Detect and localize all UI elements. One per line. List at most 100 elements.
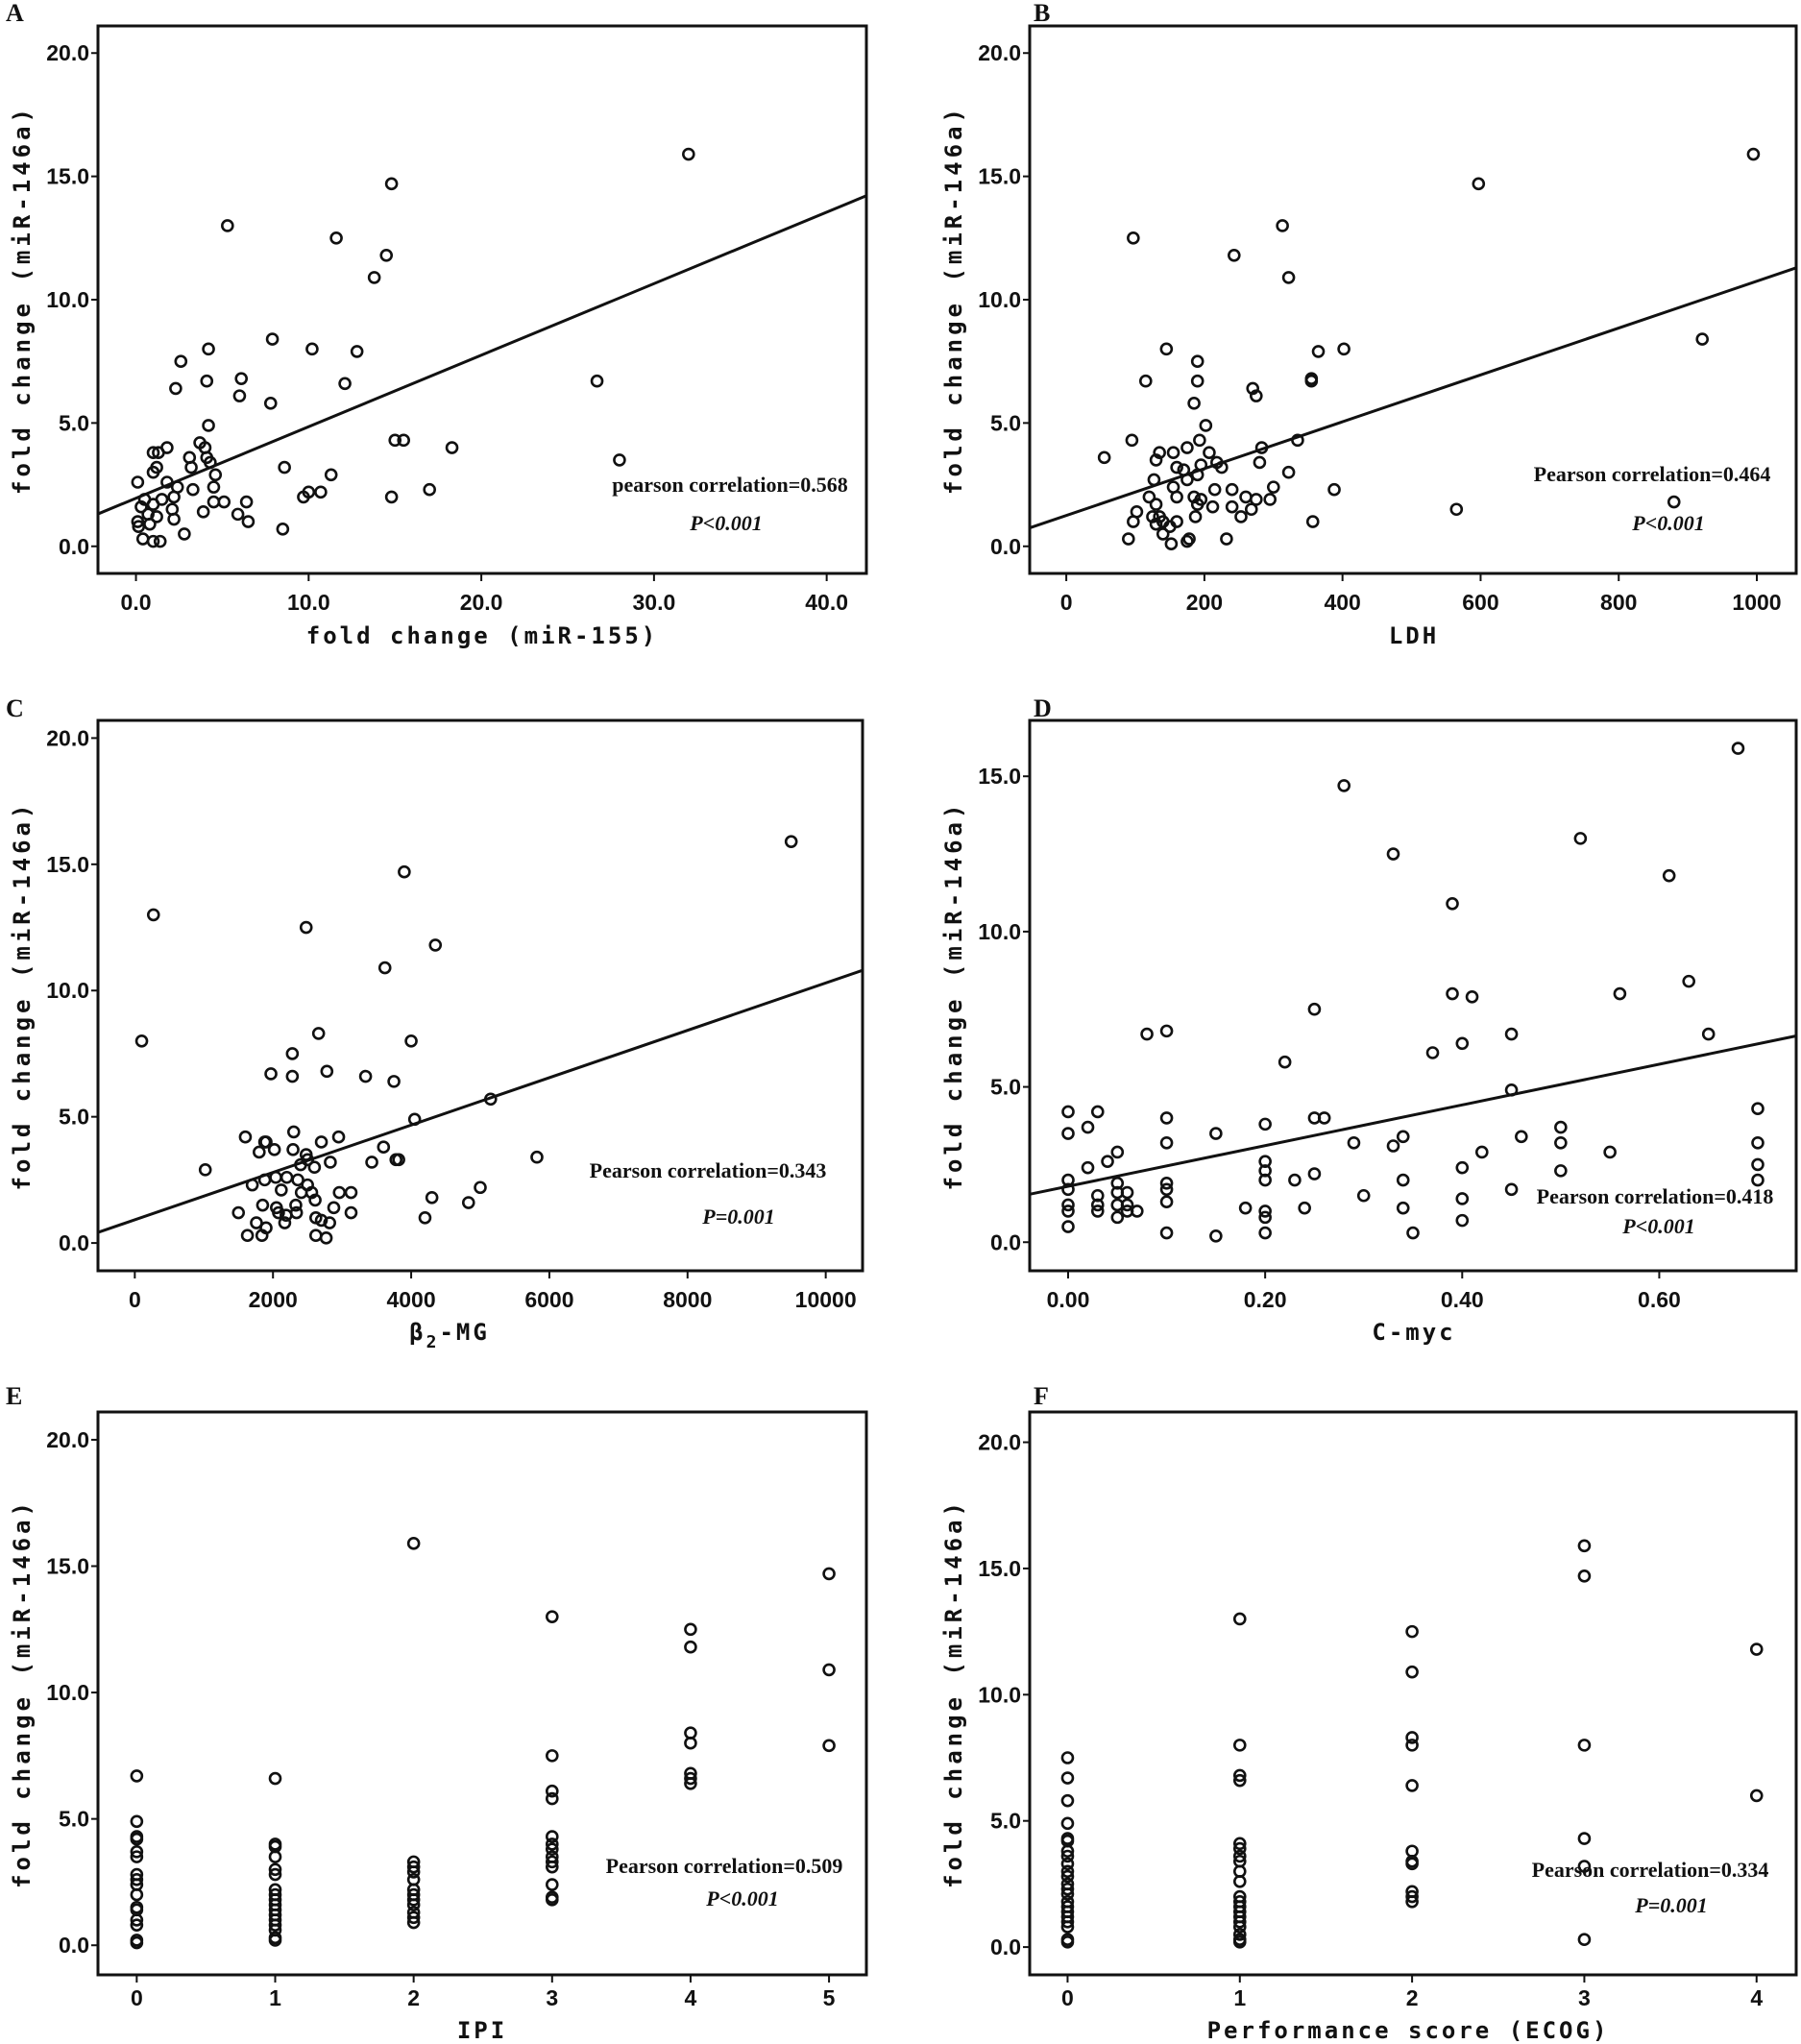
data-point — [1120, 1185, 1134, 1200]
y-axis-label: fold change (miR-146a) — [9, 105, 36, 495]
data-point — [269, 1170, 282, 1184]
data-point — [1695, 332, 1710, 346]
data-point — [1232, 1920, 1247, 1934]
data-point — [1337, 342, 1351, 356]
data-point — [1193, 433, 1206, 448]
data-point — [1405, 1731, 1419, 1744]
data-point — [280, 1170, 294, 1184]
data-point — [1682, 974, 1695, 988]
data-point — [1751, 1173, 1764, 1187]
data-point — [130, 1850, 144, 1863]
x-tick-label: 0 — [1060, 590, 1073, 615]
y-tick-label: 20.0 — [978, 1430, 1021, 1455]
data-point — [1060, 1882, 1075, 1896]
data-point — [1281, 465, 1296, 479]
data-point — [1209, 1127, 1223, 1140]
data-point — [1127, 231, 1140, 245]
data-point — [1090, 1204, 1105, 1218]
data-point — [1163, 520, 1177, 534]
correlation-annotation: Pearson correlation=0.343 — [590, 1158, 827, 1182]
data-point — [1142, 490, 1156, 504]
data-point — [407, 1112, 422, 1127]
data-point — [1751, 1102, 1764, 1116]
data-point — [1455, 1192, 1470, 1205]
y-tick-label: 0.0 — [990, 534, 1021, 559]
data-point — [1244, 502, 1258, 517]
y-tick-label: 15.0 — [978, 164, 1021, 189]
data-point — [684, 1777, 697, 1790]
y-tick-label: 10.0 — [978, 919, 1021, 944]
data-point — [483, 1092, 498, 1107]
data-point — [423, 482, 436, 497]
data-point — [1253, 455, 1267, 470]
data-point — [1573, 832, 1588, 845]
data-point — [1577, 1933, 1592, 1947]
data-point — [146, 908, 160, 922]
data-point — [253, 1145, 266, 1159]
data-point — [278, 460, 291, 474]
data-point — [350, 345, 364, 358]
data-point — [1465, 989, 1479, 1004]
p-value-annotation: P=0.001 — [1634, 1893, 1707, 1917]
data-point — [208, 468, 223, 482]
data-point — [474, 1180, 487, 1195]
data-point — [285, 1047, 300, 1060]
data-point — [1097, 450, 1111, 465]
data-point — [365, 1156, 378, 1169]
data-point — [384, 490, 399, 504]
data-point — [184, 460, 198, 474]
data-point — [1061, 1198, 1075, 1212]
data-point — [445, 441, 459, 454]
data-point — [1751, 1157, 1764, 1172]
x-tick-label: 20.0 — [460, 590, 503, 615]
data-point — [268, 1918, 282, 1932]
data-point — [1258, 1117, 1272, 1132]
data-point — [234, 372, 249, 385]
data-point — [1232, 1915, 1247, 1929]
y-tick-label: 10.0 — [46, 978, 89, 1003]
data-point — [174, 354, 188, 368]
data-point — [232, 389, 247, 402]
data-point — [314, 1213, 329, 1228]
x-tick-label: 0.0 — [121, 590, 152, 615]
data-point — [1554, 1164, 1568, 1178]
data-point — [1446, 986, 1459, 1001]
data-point — [275, 1183, 288, 1197]
data-point — [1188, 510, 1203, 523]
data-point — [1577, 1832, 1592, 1845]
data-point — [545, 1749, 559, 1763]
regression-line — [97, 968, 864, 1234]
data-point — [1061, 1127, 1075, 1140]
data-point — [1554, 1135, 1568, 1150]
data-point — [1504, 1182, 1519, 1197]
data-point — [301, 1153, 314, 1167]
data-point — [1405, 1739, 1419, 1752]
data-point — [131, 475, 145, 489]
data-point — [1731, 742, 1745, 755]
data-point — [1386, 847, 1400, 861]
data-point — [1405, 1665, 1419, 1679]
y-tick-label: 0.0 — [59, 1230, 89, 1255]
x-tick-label: 40.0 — [805, 590, 848, 615]
data-point — [406, 1893, 421, 1907]
data-point — [1156, 527, 1170, 541]
data-point — [130, 1814, 144, 1829]
data-point — [1263, 493, 1277, 506]
data-point — [1232, 1874, 1247, 1888]
data-point — [1060, 1844, 1075, 1859]
data-point — [231, 1205, 246, 1220]
data-point — [545, 1842, 559, 1857]
x-tick-label: 0.40 — [1441, 1287, 1484, 1312]
data-point — [1258, 1210, 1272, 1225]
data-point — [186, 482, 200, 497]
data-point — [241, 515, 256, 528]
data-point — [684, 1736, 697, 1750]
data-point — [1307, 1002, 1322, 1016]
data-point — [1127, 515, 1140, 528]
data-point — [1232, 1841, 1247, 1856]
data-point — [1258, 1226, 1272, 1240]
x-tick-label: 4 — [685, 1985, 697, 2010]
y-tick-label: 20.0 — [46, 725, 89, 750]
data-point — [1746, 147, 1761, 161]
data-point — [268, 1771, 282, 1786]
